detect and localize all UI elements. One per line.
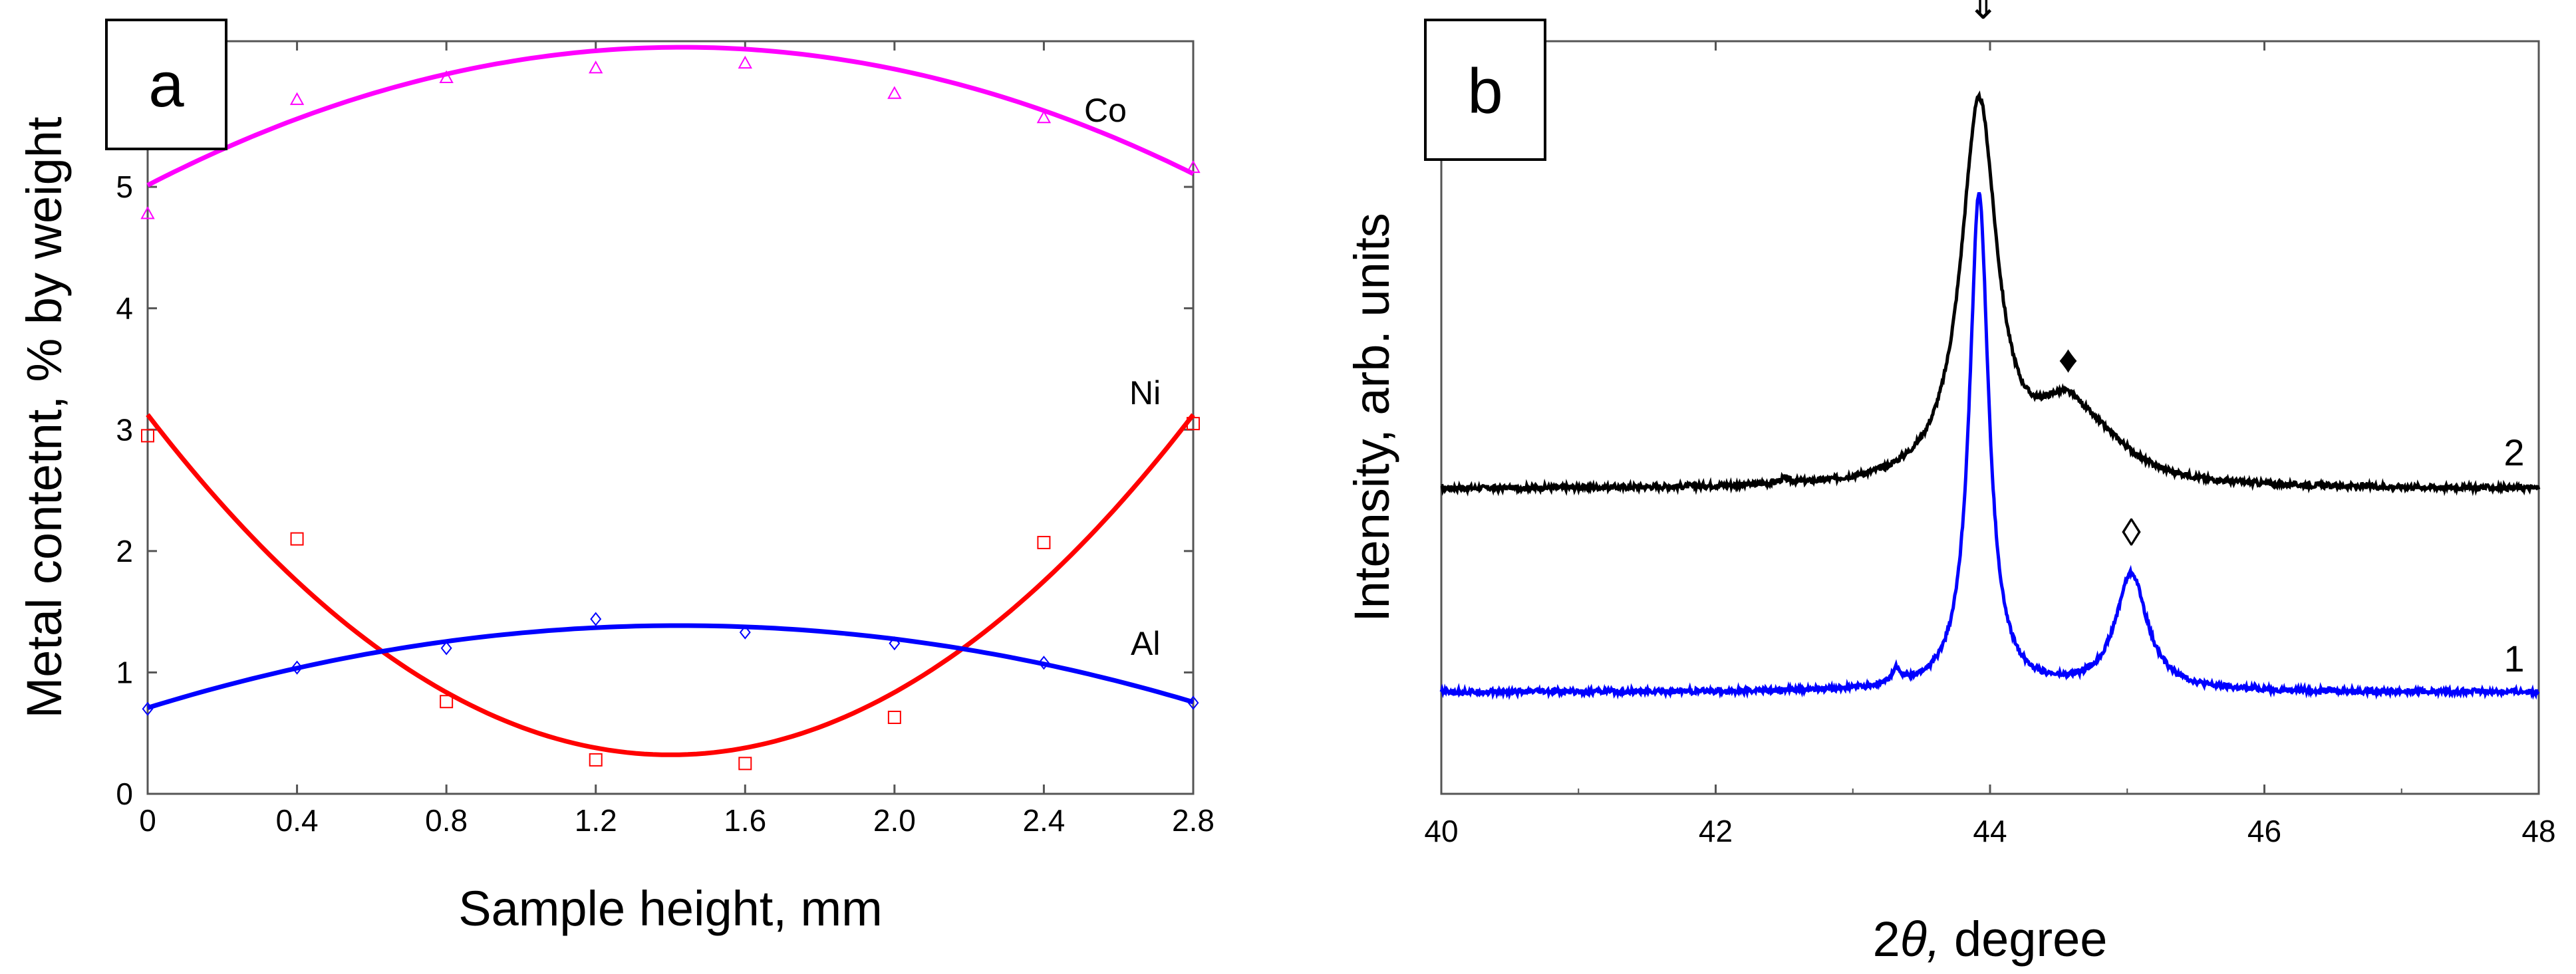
- a-xtick-label: 2.4: [1022, 803, 1065, 838]
- data-point-ni: [1187, 417, 1200, 431]
- b-xtick-label: 46: [2247, 814, 2281, 848]
- panel-a: 0 0.4 0.8 1.2 1.6 2.0 2.4 2.8 0 1 2 3 4 5 Co Ni Al Sam…: [17, 19, 1215, 936]
- panel-b-curves: [1439, 90, 2541, 701]
- data-point-ni: [1037, 536, 1051, 550]
- series-label-ni: Ni: [1129, 374, 1161, 412]
- panel-a-data-points: [140, 55, 1201, 771]
- data-point-co: [1186, 160, 1201, 174]
- series-label-al: Al: [1131, 625, 1160, 662]
- data-point-al: [1187, 695, 1199, 710]
- a-ytick-label: 1: [116, 655, 133, 689]
- diffraction-curve-2: [1440, 90, 2541, 497]
- fit-curve-co: [146, 45, 1195, 187]
- diffraction-curve-1: [1439, 191, 2540, 701]
- a-xtick-label: 1.6: [724, 803, 766, 838]
- panel-b-x-tick-labels: 40 42 44 46 48: [1424, 814, 2555, 848]
- a-xtick-label: 0: [139, 803, 156, 838]
- data-point-ni: [290, 532, 304, 546]
- fit-curve-al: [146, 623, 1194, 710]
- panel-b: 40 42 44 46 48 ⇓♦◊ 21 2θ, degree Intensity, …: [1344, 0, 2556, 967]
- curve-number-label-2: 2: [2504, 431, 2524, 473]
- data-point-al: [590, 612, 602, 626]
- data-point-al: [889, 636, 901, 651]
- data-point-al: [440, 641, 452, 656]
- data-point-al: [142, 701, 154, 716]
- a-ytick-label: 2: [116, 534, 133, 568]
- a-ytick-label: 5: [116, 170, 133, 204]
- data-point-ni: [141, 429, 154, 443]
- open-diamond-marker: ◊: [2122, 511, 2141, 554]
- panel-b-series-labels: 21: [2504, 431, 2524, 679]
- panel-b-letter-box: [1424, 19, 1546, 161]
- data-point-ni: [440, 695, 454, 709]
- panel-b-y-axis-title: Intensity, arb. units: [1344, 213, 1399, 622]
- panel-a-plot-frame: [146, 40, 1195, 795]
- a-xtick-label: 2.0: [873, 803, 916, 838]
- x-title-prefix: 2: [1873, 912, 1900, 967]
- a-xtick-label: 0.8: [425, 803, 468, 838]
- panel-b-x-axis-title: 2θ, degree: [1873, 912, 2108, 967]
- panel-b-tick-marks: [1440, 41, 2540, 794]
- x-title-theta: θ,: [1900, 912, 1941, 967]
- data-point-ni: [738, 757, 752, 771]
- a-ytick-label: 3: [116, 412, 133, 447]
- x-title-rest: degree: [1940, 912, 2107, 967]
- panel-a-fit-curves: [146, 45, 1195, 757]
- data-point-al: [1038, 656, 1050, 670]
- curve-number-label-1: 1: [2504, 638, 2524, 679]
- data-point-co: [289, 92, 305, 105]
- panel-a-letter-box: [105, 19, 227, 150]
- a-ytick-label: 4: [116, 291, 133, 326]
- series-label-co: Co: [1084, 92, 1127, 129]
- data-point-co: [589, 61, 603, 74]
- panel-a-tick-marks: [146, 41, 1195, 795]
- data-point-al: [739, 625, 751, 640]
- panel-a-y-axis-title: Metal contetnt, % by weight: [17, 116, 72, 718]
- panel-b-annotations: ⇓ ♦ ◊: [1967, 0, 2141, 554]
- data-point-co: [887, 86, 902, 99]
- panel-a-x-tick-labels: 0 0.4 0.8 1.2 1.6 2.0 2.4 2.8: [139, 803, 1215, 838]
- data-point-ni: [887, 710, 901, 724]
- b-xtick-label: 40: [1424, 814, 1458, 848]
- data-point-al: [291, 660, 303, 675]
- data-point-ni: [589, 753, 603, 767]
- data-point-co: [1036, 110, 1052, 124]
- data-point-co: [140, 206, 155, 219]
- fit-curve-ni: [146, 413, 1195, 757]
- panel-a-x-axis-title: Sample height, mm: [458, 881, 883, 936]
- panel-a-letter: a: [148, 49, 184, 120]
- panel-a-series-labels: Co Ni Al: [1084, 92, 1161, 662]
- data-point-co: [439, 70, 454, 83]
- a-xtick-label: 0.4: [276, 803, 319, 838]
- a-ytick-label: 0: [116, 777, 133, 811]
- panel-b-letter: b: [1467, 56, 1503, 127]
- data-point-co: [738, 55, 752, 69]
- a-xtick-label: 2.8: [1172, 803, 1215, 838]
- down-arrow-marker: ⇓: [1967, 0, 1999, 27]
- b-xtick-label: 44: [1973, 814, 2007, 848]
- b-xtick-label: 42: [1699, 814, 1733, 848]
- filled-diamond-marker: ♦: [2059, 338, 2078, 381]
- panel-a-y-tick-labels: 0 1 2 3 4 5: [116, 170, 133, 811]
- b-xtick-label: 48: [2521, 814, 2555, 848]
- a-xtick-label: 1.2: [575, 803, 617, 838]
